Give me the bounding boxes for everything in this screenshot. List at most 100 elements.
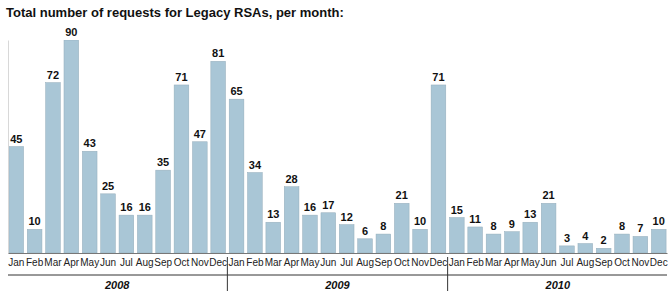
bar	[156, 170, 171, 253]
group-rule	[8, 275, 667, 276]
bar	[523, 222, 538, 253]
x-tick: Jul	[120, 253, 133, 268]
bar	[358, 239, 373, 253]
data-label: 71	[432, 71, 444, 83]
bar	[321, 213, 336, 253]
data-label: 81	[212, 47, 224, 59]
bar	[486, 234, 501, 253]
bar	[46, 83, 61, 253]
bar	[229, 99, 244, 253]
x-tick-label: Dec	[430, 257, 448, 268]
x-tick: Aug	[356, 253, 374, 268]
x-tick: Dec	[650, 253, 668, 268]
x-tick-label: Oct	[174, 257, 190, 268]
x-tick: Oct	[394, 253, 410, 268]
data-label: 71	[175, 71, 187, 83]
x-tick: Aug	[576, 253, 594, 268]
bar	[9, 147, 24, 254]
bar	[468, 227, 483, 253]
x-tick-label: Jan	[8, 257, 24, 268]
x-tick-label: Jun	[320, 257, 336, 268]
x-tick-label: Nov	[191, 257, 209, 268]
data-label: 10	[414, 215, 426, 227]
title: Total number of requests for Legacy RSAs…	[6, 5, 344, 20]
bar	[211, 61, 226, 253]
data-label: 4	[582, 230, 589, 242]
x-tick: Sep	[374, 253, 392, 268]
data-label: 16	[139, 201, 151, 213]
x-tick-label: Jul	[340, 257, 353, 268]
x-tick: May	[80, 253, 99, 268]
x-tick: Jul	[561, 253, 574, 268]
x-tick: Sep	[154, 253, 172, 268]
data-label: 8	[490, 220, 496, 232]
group-label: 2010	[545, 279, 571, 291]
x-tick: Sep	[595, 253, 613, 268]
x-tick: Feb	[246, 253, 264, 268]
data-label: 8	[380, 220, 386, 232]
x-tick-label: Mar	[265, 257, 283, 268]
x-tick-label: Nov	[411, 257, 429, 268]
data-label: 34	[249, 159, 262, 171]
bar	[303, 215, 318, 253]
x-tick-label: Mar	[485, 257, 503, 268]
bar	[82, 151, 97, 253]
x-tick: Apr	[504, 253, 520, 268]
data-label: 2	[601, 234, 607, 246]
bar	[633, 236, 648, 253]
x-tick-label: Feb	[26, 257, 44, 268]
x-tick-label: Apr	[284, 257, 300, 268]
x-tick-label: May	[80, 257, 99, 268]
data-label: 28	[285, 173, 297, 185]
x-tick-label: Sep	[374, 257, 392, 268]
data-label: 25	[102, 180, 114, 192]
x-tick: Jun	[541, 253, 557, 268]
x-tick: Feb	[467, 253, 485, 268]
x-tick: Nov	[411, 253, 429, 268]
x-tick: Nov	[631, 253, 649, 268]
x-tick: Feb	[26, 253, 44, 268]
data-label: 16	[120, 201, 132, 213]
data-label: 21	[542, 189, 554, 201]
x-tick-label: Jul	[561, 257, 574, 268]
x-tick-label: Sep	[154, 257, 172, 268]
x-tick: May	[521, 253, 540, 268]
x-tick-label: Aug	[356, 257, 374, 268]
bar	[578, 244, 593, 253]
data-label: 13	[267, 208, 279, 220]
data-label: 7	[637, 222, 643, 234]
bar	[560, 246, 575, 253]
x-tick: Jun	[100, 253, 116, 268]
bar	[541, 203, 556, 253]
bar	[248, 173, 263, 253]
x-tick-label: Jan	[228, 257, 244, 268]
data-label: 16	[304, 201, 316, 213]
bar	[101, 194, 116, 253]
year-groups: 200820092010	[8, 257, 667, 291]
x-tick-label: Nov	[631, 257, 649, 268]
bar	[376, 234, 391, 253]
group-divider	[227, 257, 228, 291]
x-tick-label: Oct	[394, 257, 410, 268]
data-label: 8	[619, 220, 625, 232]
bar	[505, 232, 520, 253]
bar	[192, 142, 207, 253]
bar	[431, 85, 446, 253]
x-tick: Apr	[284, 253, 300, 268]
data-label: 11	[469, 213, 481, 225]
data-label: 65	[230, 85, 242, 97]
x-tick-label: Aug	[576, 257, 594, 268]
x-tick: Jan	[8, 253, 24, 268]
x-tick-label: Jun	[541, 257, 557, 268]
x-tick-label: Apr	[64, 257, 80, 268]
group-divider	[447, 257, 448, 291]
bar	[449, 218, 464, 254]
x-tick-label: Aug	[136, 257, 154, 268]
x-tick: Apr	[64, 253, 80, 268]
x-tick: Dec	[209, 253, 227, 268]
x-tick-label: Dec	[650, 257, 668, 268]
x-tick-label: Mar	[44, 257, 62, 268]
bar	[266, 222, 281, 253]
x-tick-label: Dec	[209, 257, 227, 268]
data-label: 13	[524, 208, 536, 220]
